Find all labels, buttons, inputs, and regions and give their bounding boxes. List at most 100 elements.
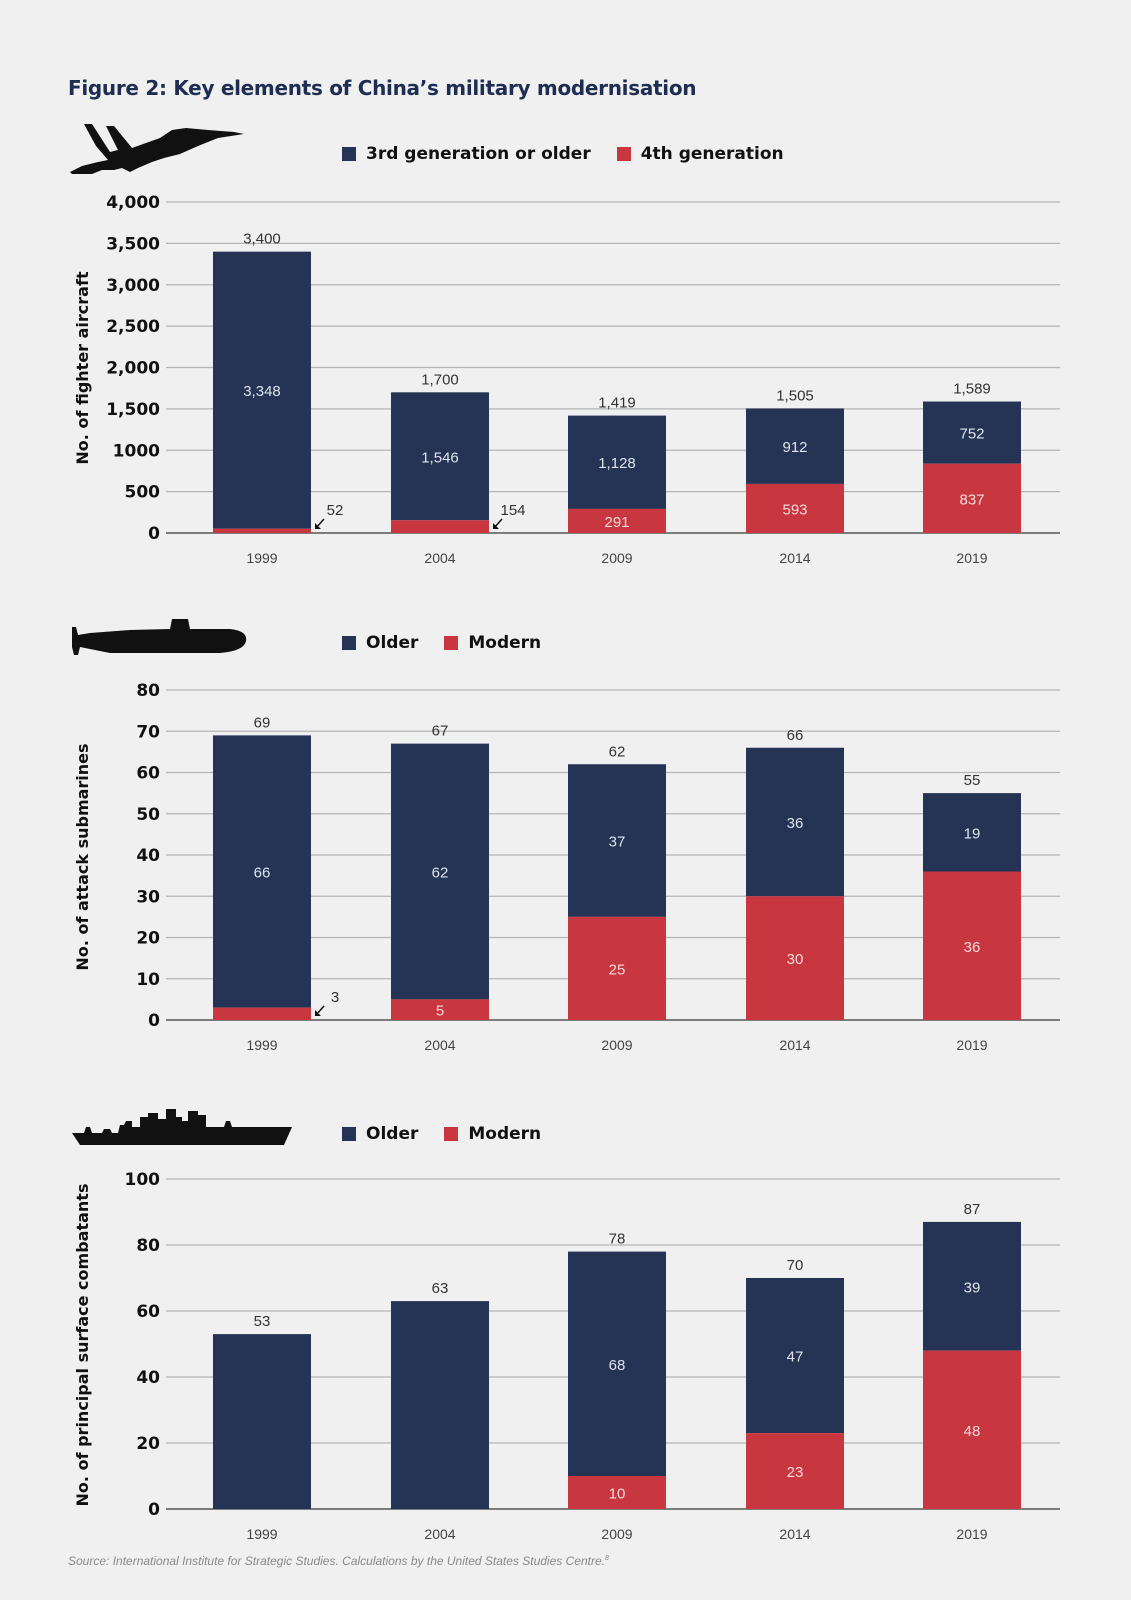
submarine-icon	[72, 619, 247, 655]
total-value-label: 1,419	[598, 395, 636, 412]
total-value-label: 1,700	[421, 371, 459, 388]
bar-segment-older	[391, 392, 489, 521]
total-value-label: 78	[609, 1231, 626, 1248]
x-tick-label: 2014	[779, 1526, 810, 1542]
modern-value-label: 36	[964, 939, 981, 956]
modern-value-label: 837	[959, 491, 984, 508]
legend-item-modern: 4th generation	[616, 144, 784, 164]
total-value-label: 69	[254, 714, 271, 731]
bar-segment-older	[213, 735, 311, 1008]
bar-segment-older	[568, 764, 666, 917]
source-text: Source: International Institute for Stra…	[68, 1554, 605, 1568]
x-tick-label: 2014	[779, 550, 810, 566]
bar-segment-older	[568, 415, 666, 509]
older-value-label: 37	[609, 834, 626, 851]
legend-swatch-older	[342, 1127, 356, 1141]
x-tick-label: 2004	[424, 1526, 455, 1542]
attack-submarines-chart: 0 10 20 30 40 50 60 70 80 No. of attack submarine…	[73, 681, 1060, 1053]
bar-segment-modern	[568, 508, 666, 533]
x-tick-label: 2019	[956, 1037, 987, 1053]
source-note: Source: International Institute for Stra…	[68, 1554, 609, 1568]
warship-icon	[72, 1109, 292, 1145]
older-value-label: 912	[782, 439, 807, 456]
y-tick-label: 20	[136, 929, 160, 949]
y-tick-label: 40	[136, 846, 160, 866]
y-tick-label: 80	[136, 681, 160, 701]
y-tick-label: 0	[148, 524, 160, 544]
modern-value-label: 23	[787, 1464, 804, 1481]
y-tick-label: 2,000	[106, 359, 160, 379]
y-tick-label: 20	[136, 1434, 160, 1454]
legend-label: 3rd generation or older	[366, 144, 591, 164]
legend-label: Older	[366, 633, 419, 653]
modern-value-label: 3	[331, 989, 339, 1006]
legend-swatch-modern	[616, 147, 631, 161]
older-value-label: 19	[964, 825, 981, 842]
y-tick-label: 500	[125, 483, 161, 503]
older-value-label: 3,348	[243, 383, 281, 400]
bar-segment-modern	[213, 528, 311, 533]
bar-segment-older	[923, 793, 1021, 872]
y-tick-label: 100	[125, 1170, 161, 1190]
x-tick-label: 2009	[601, 550, 632, 566]
x-tick-label: 1999	[246, 1526, 277, 1542]
modern-value-label: 10	[609, 1486, 626, 1503]
bar-segment-older	[213, 251, 311, 529]
footnote-marker: 8	[604, 1555, 609, 1562]
legend-label: Modern	[468, 1124, 542, 1144]
bar-segment-older	[746, 1278, 844, 1434]
y-tick-label: 2,500	[106, 317, 160, 337]
bar-segment-modern	[746, 483, 844, 533]
x-tick-label: 1999	[246, 550, 277, 566]
y-axis-label: No. of attack submarines	[73, 743, 92, 970]
older-value-label: 36	[787, 815, 804, 832]
callout-arrowhead	[315, 523, 321, 529]
older-value-label: 752	[959, 426, 984, 443]
bar-segment-older	[568, 1251, 666, 1476]
modern-value-label: 52	[327, 502, 344, 519]
y-tick-label: 70	[136, 722, 160, 742]
older-value-label: 39	[964, 1279, 981, 1296]
total-value-label: 53	[254, 1313, 271, 1330]
total-value-label: 87	[964, 1201, 981, 1218]
x-tick-label: 2019	[956, 1526, 987, 1542]
y-tick-label: 1000	[113, 441, 160, 461]
total-value-label: 1,589	[953, 381, 991, 398]
bar-segment-modern	[923, 1350, 1021, 1509]
total-value-label: 55	[964, 772, 981, 789]
legend-item-modern: Modern	[444, 633, 541, 653]
y-tick-label: 60	[136, 764, 160, 784]
legend-label: Modern	[468, 633, 542, 653]
y-tick-label: 40	[136, 1368, 160, 1388]
callout-arrowhead	[493, 523, 499, 529]
bar-segment-modern	[568, 916, 666, 1020]
total-value-label: 62	[609, 743, 626, 760]
modern-value-label: 593	[782, 501, 807, 518]
bar-segment-older	[391, 743, 489, 1000]
y-tick-label: 1,500	[106, 400, 160, 420]
total-value-label: 1,505	[776, 387, 814, 404]
x-tick-label: 2009	[601, 1526, 632, 1542]
y-tick-label: 10	[136, 970, 160, 990]
legend-label: Older	[366, 1124, 419, 1144]
fighter-jet-icon	[70, 124, 244, 174]
y-tick-label: 80	[136, 1236, 160, 1256]
y-tick-label: 50	[136, 805, 160, 825]
surface-combatants-chart: 0 20 40 60 80 100 No. of principal surface com…	[73, 1170, 1060, 1542]
bar-segment-older	[923, 1221, 1021, 1351]
x-tick-label: 2004	[424, 550, 455, 566]
older-value-label: 1,546	[421, 449, 459, 466]
legend-item-older: Older	[342, 1124, 418, 1144]
y-tick-label: 30	[136, 887, 160, 907]
modern-value-label: 30	[787, 951, 804, 968]
bar-segment-modern	[213, 1007, 311, 1020]
total-value-label: 63	[432, 1280, 449, 1297]
legend-item-older: Older	[342, 633, 418, 653]
figure-title: Figure 2: Key elements of China’s milita…	[68, 76, 697, 100]
bar-segment-modern	[746, 1433, 844, 1509]
modern-value-label: 291	[604, 514, 629, 531]
y-axis-label: No. of principal surface combatants	[73, 1184, 92, 1507]
bar-segment-older	[923, 401, 1021, 464]
total-value-label: 67	[432, 723, 449, 740]
legend-label: 4th generation	[640, 144, 784, 164]
